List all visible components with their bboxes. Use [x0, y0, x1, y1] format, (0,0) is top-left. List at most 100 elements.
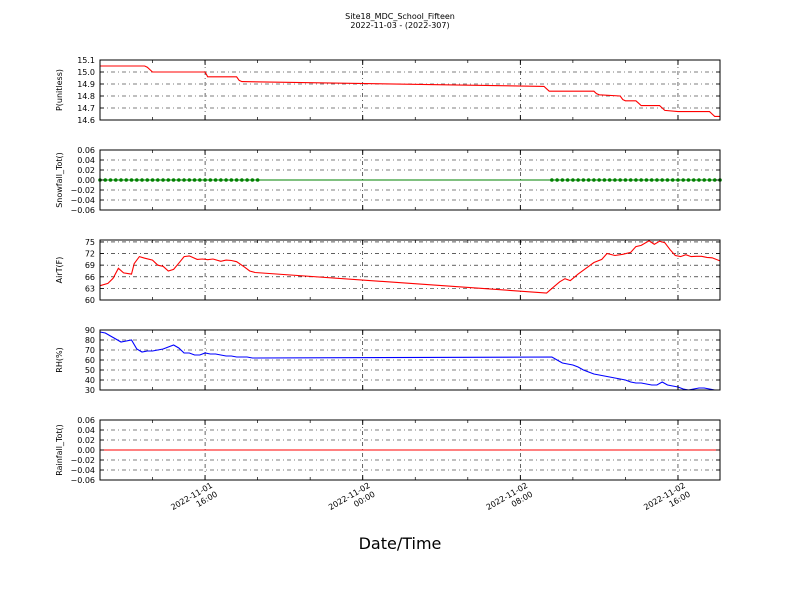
panel-3: 60 63 66 69 72 75 AirT(F) [55, 238, 721, 305]
data-point [644, 178, 649, 182]
data-point [145, 178, 150, 182]
y-tick-label: 14.8 [77, 92, 95, 101]
data-point [229, 178, 234, 182]
y-tick-label: 70 [85, 346, 95, 355]
y-tick-label: 40 [85, 376, 95, 385]
data-point [681, 178, 686, 182]
data-point [691, 178, 696, 182]
data-point [187, 178, 192, 182]
data-point [113, 178, 118, 182]
data-point [634, 178, 638, 182]
data-point [224, 178, 228, 182]
data-point [571, 178, 575, 182]
data-point [602, 178, 607, 182]
data-point [245, 178, 249, 182]
data-point [581, 178, 586, 182]
x-axis-label: Date/Time [358, 534, 442, 553]
data-point [613, 178, 617, 182]
y-axis-label: Rainfall_Tot() [55, 424, 64, 476]
data-point [555, 178, 559, 182]
y-tick-label: 0.00 [77, 446, 95, 455]
data-point [712, 178, 717, 182]
data-point [576, 178, 580, 182]
data-point [240, 178, 244, 182]
y-tick-label: 0.02 [77, 436, 95, 445]
data-point [702, 178, 707, 182]
data-point [182, 178, 186, 182]
y-tick-label: 0.06 [77, 146, 95, 155]
data-point [177, 178, 181, 182]
data-point [208, 178, 213, 182]
data-point [707, 178, 712, 182]
panel-1: 14.6 14.7 14.8 14.9 15.0 15.1 P(unitless) [55, 56, 721, 125]
y-tick-label: 0.04 [77, 426, 95, 435]
y-tick-label: −0.06 [70, 476, 95, 485]
y-tick-label: 15.1 [77, 56, 95, 65]
y-tick-label: 60 [85, 356, 95, 365]
data-point [198, 178, 202, 182]
y-axis-label: AirT(F) [55, 257, 64, 284]
panel-5: −0.06−0.04−0.020.000.020.040.06 Rainfall_… [55, 416, 721, 485]
data-point [108, 178, 113, 182]
data-point [639, 178, 643, 182]
y-tick-label: −0.02 [70, 186, 95, 195]
data-point [660, 178, 665, 182]
data-point [140, 178, 144, 182]
y-axis-label: Snowfall_Tot() [55, 152, 64, 208]
data-point [250, 178, 255, 182]
axes-frame [99, 239, 721, 301]
data-point [192, 178, 197, 182]
y-tick-label: 66 [85, 273, 95, 282]
y-tick-label: 50 [85, 366, 95, 375]
y-tick-label: 0.00 [77, 176, 95, 185]
data-point [234, 178, 239, 182]
y-tick-label: 0.06 [77, 416, 95, 425]
data-point [166, 178, 171, 182]
y-tick-label: 72 [85, 250, 95, 259]
data-point [560, 178, 565, 182]
y-tick-label: 30 [85, 386, 95, 395]
data-point [203, 178, 207, 182]
data-point [119, 178, 123, 182]
data-point [676, 178, 680, 182]
data-point [150, 178, 155, 182]
data-point [686, 178, 691, 182]
axes-frame [99, 59, 721, 121]
series-line [99, 331, 720, 391]
y-tick-label: 14.9 [77, 80, 95, 89]
data-point [607, 178, 612, 182]
y-tick-label: 63 [85, 284, 95, 293]
data-point [103, 178, 108, 182]
y-tick-label: 0.04 [77, 156, 95, 165]
data-point [213, 178, 218, 182]
data-point [597, 178, 601, 182]
y-tick-label: 60 [85, 296, 95, 305]
y-tick-label: 75 [85, 238, 95, 247]
data-point [655, 178, 659, 182]
y-axis-label: RH(%) [55, 347, 64, 372]
y-tick-label: −0.04 [70, 196, 95, 205]
data-point [550, 178, 554, 182]
data-point [649, 178, 654, 182]
x-tick-label: 2022-11-0200:00 [327, 481, 377, 521]
data-point [697, 178, 701, 182]
y-tick-label: −0.04 [70, 466, 95, 475]
series-line [100, 65, 720, 117]
data-point [623, 178, 628, 182]
data-point [171, 178, 176, 182]
data-point [586, 178, 591, 182]
y-axis-label: P(unitless) [55, 69, 64, 111]
x-tick-label: 2022-11-0116:00 [169, 481, 219, 521]
y-tick-label: 80 [85, 336, 95, 345]
data-point [129, 178, 134, 182]
data-point [124, 178, 129, 182]
data-point [134, 178, 139, 182]
y-tick-label: −0.06 [70, 206, 95, 215]
figure-title: Site18_MDC_School_Fifteen [345, 12, 455, 21]
x-tick-label: 2022-11-0208:00 [485, 481, 535, 521]
data-point [255, 178, 260, 182]
y-tick-label: 90 [85, 326, 95, 335]
y-tick-label: 14.6 [77, 116, 95, 125]
